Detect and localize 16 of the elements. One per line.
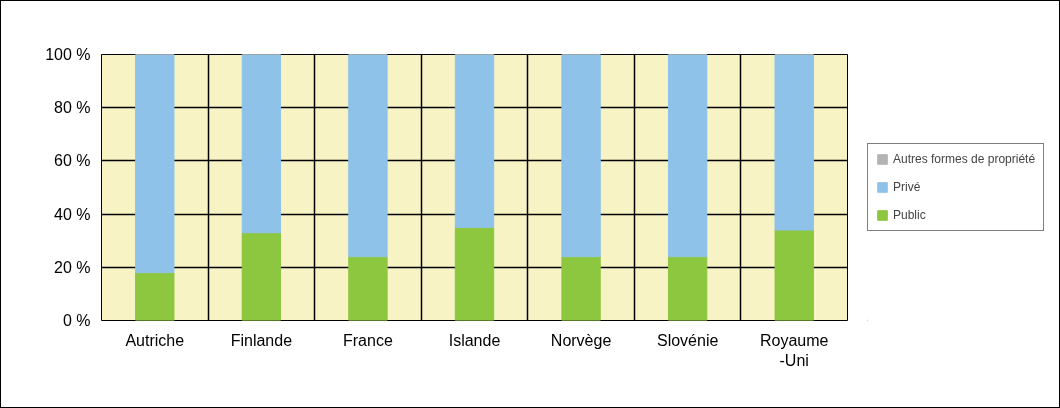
y-tick-label: 80 % — [54, 99, 91, 117]
y-tick-label: 20 % — [54, 258, 91, 276]
x-tick-label: Islande — [448, 331, 501, 349]
legend-label: Autres formes de propriété — [893, 152, 1036, 166]
x-tick-label: Autriche — [125, 331, 185, 349]
x-tick-label: Slovénie — [656, 331, 719, 349]
x-tick-label: Royaume-Uni — [759, 331, 829, 369]
x-tick-label: Norvège — [550, 331, 612, 349]
legend-label: Public — [893, 208, 926, 222]
x-tick-label: Finlande — [230, 331, 293, 349]
y-tick-label: 40 % — [54, 205, 91, 223]
y-tick-label: 60 % — [54, 152, 91, 170]
y-tick-label: 0 % — [62, 312, 91, 329]
y-tick-label: 100 % — [45, 46, 91, 63]
legend-label: Privé — [893, 180, 921, 194]
x-tick-label: France — [343, 331, 393, 349]
